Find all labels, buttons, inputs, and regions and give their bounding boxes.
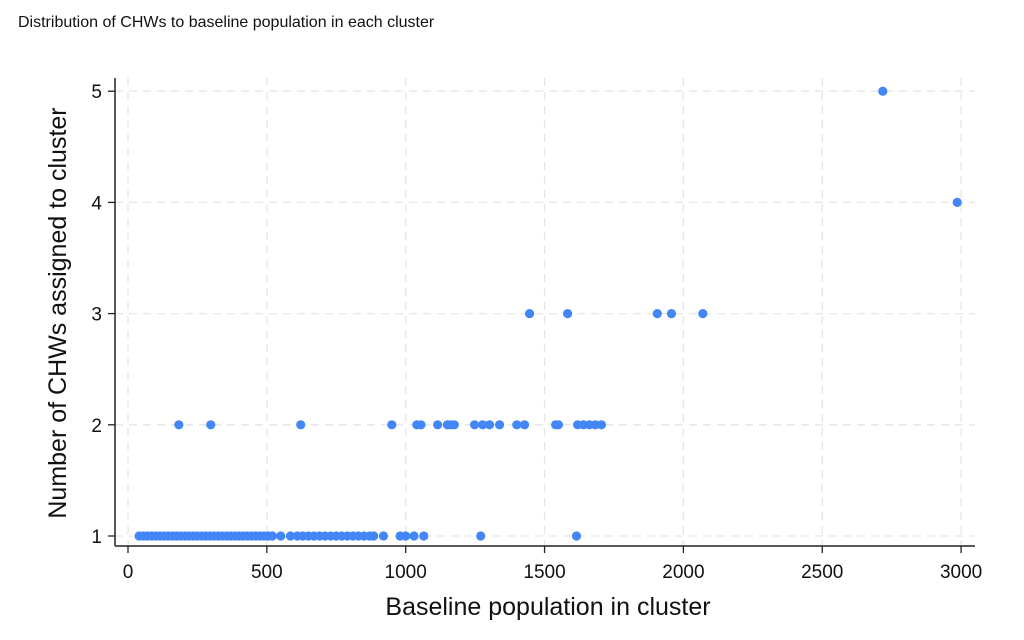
data-point xyxy=(524,309,535,319)
data-point xyxy=(276,531,286,541)
data-point xyxy=(409,531,419,541)
data-point xyxy=(476,531,486,541)
data-point xyxy=(387,420,397,430)
data-point xyxy=(449,420,459,430)
chart-title: Distribution of CHWs to baseline populat… xyxy=(18,14,435,31)
y-tick-label: 5 xyxy=(91,82,102,103)
data-point xyxy=(206,420,216,430)
data-point xyxy=(494,420,505,430)
data-point xyxy=(562,309,573,319)
y-tick-label: 1 xyxy=(91,527,102,548)
x-tick-label: 500 xyxy=(251,562,283,583)
x-tick-label: 2000 xyxy=(662,562,704,583)
x-tick-label: 0 xyxy=(123,562,134,583)
data-point xyxy=(401,531,411,541)
data-point xyxy=(433,420,443,430)
data-point xyxy=(512,420,522,430)
grid xyxy=(115,78,975,546)
data-point xyxy=(519,420,530,430)
data-point xyxy=(878,86,888,96)
data-point xyxy=(419,531,429,541)
x-tick-label: 1500 xyxy=(523,562,565,583)
data-point xyxy=(416,420,426,430)
data-point xyxy=(596,420,607,430)
data-point xyxy=(484,420,495,430)
data-point xyxy=(571,531,582,541)
data-points xyxy=(134,86,962,541)
x-tick-label: 1000 xyxy=(385,562,427,583)
data-point xyxy=(174,420,184,430)
data-point xyxy=(478,420,488,430)
data-point xyxy=(296,420,306,430)
data-point xyxy=(285,531,296,541)
axes: 0 500 1000 1500 2000 2500 3000 1 2 3 4 5 xyxy=(91,78,982,583)
data-point xyxy=(698,309,708,319)
data-point xyxy=(666,309,677,319)
x-tick-label: 2500 xyxy=(801,562,843,583)
data-point xyxy=(378,531,389,541)
data-point xyxy=(267,531,278,541)
y-axis-label: Number of CHWs assigned to cluster xyxy=(44,107,72,518)
y-tick-label: 3 xyxy=(91,305,102,326)
data-point xyxy=(952,197,962,207)
data-point xyxy=(469,420,480,430)
y-tick-label: 4 xyxy=(91,193,102,214)
data-point xyxy=(553,420,564,430)
x-axis-label: Baseline population in cluster xyxy=(385,593,710,621)
y-tick-label: 2 xyxy=(91,416,102,437)
data-point xyxy=(652,309,662,319)
x-tick-label: 3000 xyxy=(940,562,982,583)
data-point xyxy=(369,531,379,541)
